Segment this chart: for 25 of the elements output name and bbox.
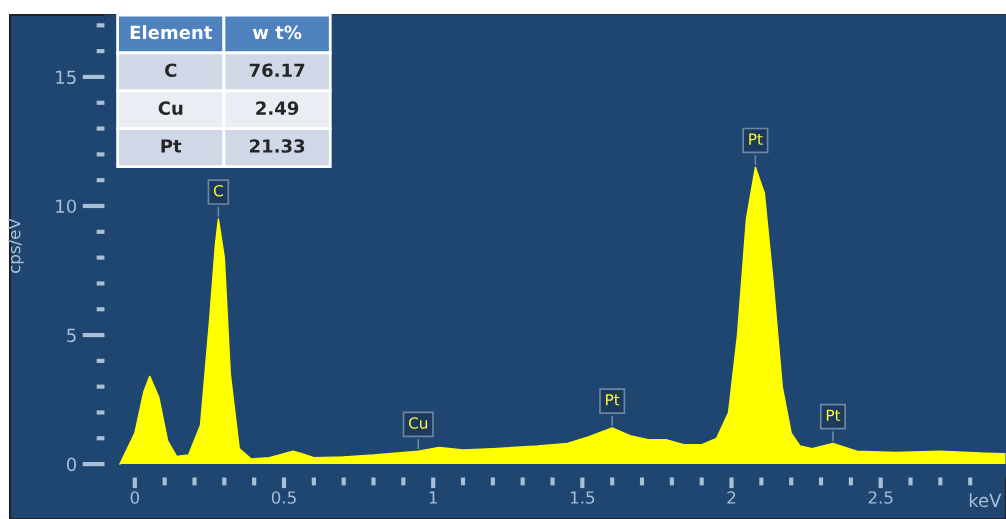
annotation: w t% [252, 25, 302, 40]
annotation: Element [130, 25, 213, 40]
y-tick-label: 5 [67, 328, 76, 343]
y-tick-label: 15 [56, 70, 76, 85]
x-tick-label: 2.5 [868, 491, 893, 504]
annotation: Pt [826, 409, 841, 421]
x-tick-label: 1.5 [570, 491, 595, 504]
annotation: Pt [606, 394, 620, 406]
annotation: Pt [161, 139, 182, 153]
x-tick-label: 0.5 [271, 491, 296, 504]
annotation: Cu [408, 417, 428, 429]
x-tick-label: 1 [429, 491, 437, 504]
annotation: Pt [749, 133, 763, 145]
x-tick-label: 0 [130, 491, 140, 504]
annotation: C [165, 63, 177, 78]
y-tick-label: 0 [66, 457, 77, 472]
y-tick-label: 10 [56, 199, 77, 214]
x-tick-label: 2 [727, 491, 736, 504]
x-axis-title: keV [969, 493, 1002, 508]
annotation: 21.33 [249, 139, 305, 153]
annotation: C [213, 184, 223, 197]
annotation: Cu [158, 101, 183, 115]
annotation: 76.17 [249, 63, 305, 78]
annotation: 2.49 [256, 101, 299, 115]
y-axis-title: cps/eV [8, 218, 24, 273]
